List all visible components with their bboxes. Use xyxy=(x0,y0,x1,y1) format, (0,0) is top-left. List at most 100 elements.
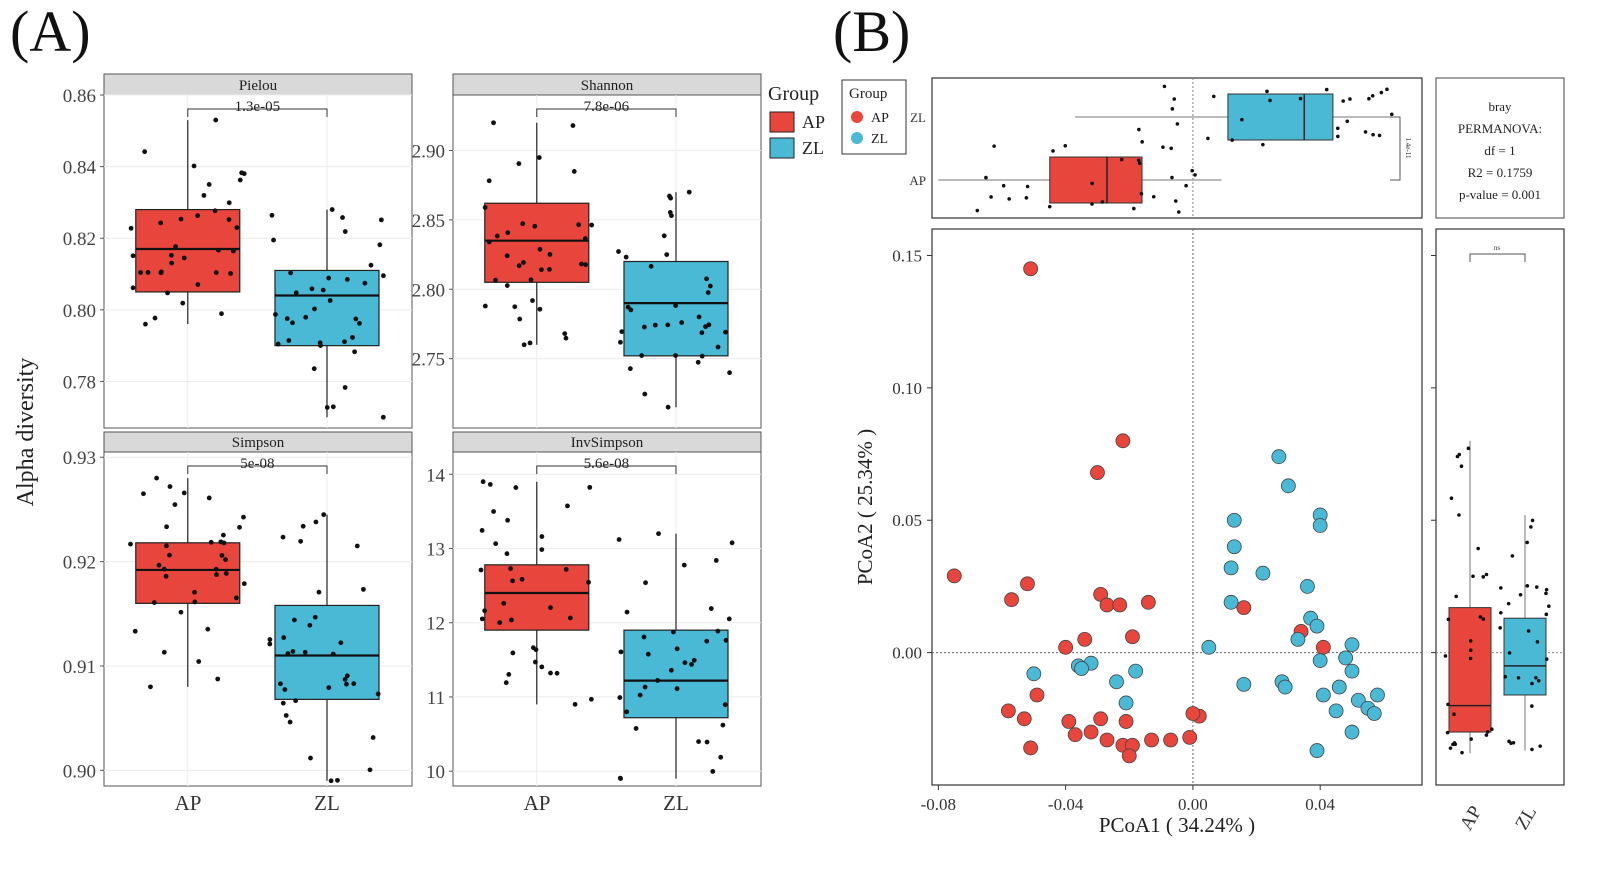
jitter-point xyxy=(192,589,197,595)
top-jitter-point xyxy=(1173,199,1178,203)
jitter-point xyxy=(290,649,296,654)
jitter-point xyxy=(152,315,158,321)
jitter-point xyxy=(378,217,384,223)
right-jitter-point xyxy=(1452,712,1456,716)
jitter-point xyxy=(583,262,588,268)
jitter-point xyxy=(637,692,643,698)
right-jitter-point xyxy=(1525,584,1530,588)
point-zl xyxy=(1236,676,1252,692)
jitter-point xyxy=(214,572,219,578)
jitter-point xyxy=(342,229,348,234)
point-zl xyxy=(1370,687,1385,703)
right-jitter-point xyxy=(1544,657,1549,661)
jitter-point xyxy=(641,634,647,640)
right-jitter-point xyxy=(1516,676,1521,680)
top-jitter-point xyxy=(1211,94,1216,99)
chart-marks: Pielou 0.78 0.80 0.82 0.84 0.86 1.3e-05 Shannon… xyxy=(63,73,1565,837)
x-tick-label: 0.04 xyxy=(1305,795,1335,814)
a-xlabel-zl-right: ZL xyxy=(663,791,689,815)
point-zl xyxy=(1255,565,1271,581)
top-jitter-point xyxy=(1132,206,1136,211)
jitter-point xyxy=(729,540,735,546)
right-jitter-point xyxy=(1449,496,1454,500)
jitter-point xyxy=(326,275,332,281)
jitter-point xyxy=(480,479,486,485)
right-jitter-point xyxy=(1530,747,1534,752)
jitter-point xyxy=(330,404,336,410)
right-jitter-point xyxy=(1485,730,1490,734)
right-jitter-point xyxy=(1518,592,1523,597)
jitter-point xyxy=(486,178,492,184)
jitter-point xyxy=(643,580,648,586)
right-jitter-point xyxy=(1448,746,1453,750)
jitter-point xyxy=(491,120,496,126)
jitter-point xyxy=(313,519,319,525)
jitter-point xyxy=(145,270,151,275)
jitter-point xyxy=(354,543,360,549)
significance-bracket xyxy=(187,108,328,117)
top-jitter-point xyxy=(1324,87,1329,92)
jitter-point xyxy=(570,123,576,128)
box-zl xyxy=(623,260,729,357)
jitter-point xyxy=(493,541,499,547)
point-ap xyxy=(1016,711,1032,727)
top-jitter-point xyxy=(1063,144,1068,148)
jitter-point xyxy=(539,534,545,539)
jitter-point xyxy=(312,306,317,312)
y-tick-label: 0.80 xyxy=(63,301,96,322)
jitter-point xyxy=(208,539,214,545)
p-value-label: 7.8e-06 xyxy=(584,99,630,115)
jitter-point xyxy=(161,649,167,655)
jitter-point xyxy=(718,754,724,760)
jitter-point xyxy=(280,700,286,706)
point-ap xyxy=(946,568,962,584)
top-jitter-point xyxy=(1345,119,1350,124)
jitter-point xyxy=(616,537,622,542)
jitter-point xyxy=(165,290,170,296)
top-jitter-point xyxy=(1139,191,1144,196)
jitter-point xyxy=(311,366,317,372)
y-tick-label: 0.93 xyxy=(63,448,96,469)
jitter-point xyxy=(344,681,349,687)
point-zl xyxy=(1315,687,1331,703)
right-jitter-point xyxy=(1535,640,1540,644)
jitter-point xyxy=(284,316,290,322)
permanova-frame xyxy=(1435,77,1565,219)
jitter-point xyxy=(572,701,578,707)
jitter-point xyxy=(367,767,373,773)
facet-shannon: Shannon 2.75 2.80 2.85 2.90 7.8e-06 xyxy=(412,73,762,429)
facet-title: Pielou xyxy=(239,78,278,94)
point-zl xyxy=(1109,674,1124,690)
jitter-point xyxy=(164,543,169,549)
jitter-point xyxy=(667,210,673,215)
jitter-point xyxy=(172,502,178,508)
jitter-point xyxy=(181,255,187,261)
top-jitter-point xyxy=(1100,200,1105,204)
top-jitter-point xyxy=(1341,99,1345,103)
jitter-point xyxy=(163,573,169,579)
y-tick-label: 10 xyxy=(426,762,445,783)
jitter-point xyxy=(537,246,543,252)
y-tick-label: 0.15 xyxy=(892,246,922,265)
point-zl xyxy=(1328,703,1344,719)
jitter-point xyxy=(351,681,357,687)
jitter-point xyxy=(342,677,348,682)
point-zl xyxy=(1312,518,1328,533)
point-zl xyxy=(1331,679,1347,695)
point-ap xyxy=(1000,703,1016,719)
jitter-point xyxy=(213,270,219,275)
top-jitter-point xyxy=(1137,161,1142,166)
right-jitter-point xyxy=(1469,737,1473,741)
jitter-point xyxy=(158,220,164,226)
point-zl xyxy=(1344,724,1360,740)
jitter-point xyxy=(567,615,573,621)
jitter-point xyxy=(539,267,544,273)
jitter-point xyxy=(532,223,538,229)
jitter-point xyxy=(342,385,348,390)
top-jitter-point xyxy=(1240,117,1244,122)
point-zl xyxy=(1344,637,1360,653)
jitter-point xyxy=(625,304,631,310)
point-ap xyxy=(1121,748,1137,764)
jitter-point xyxy=(278,681,283,687)
point-zl xyxy=(1223,560,1239,576)
